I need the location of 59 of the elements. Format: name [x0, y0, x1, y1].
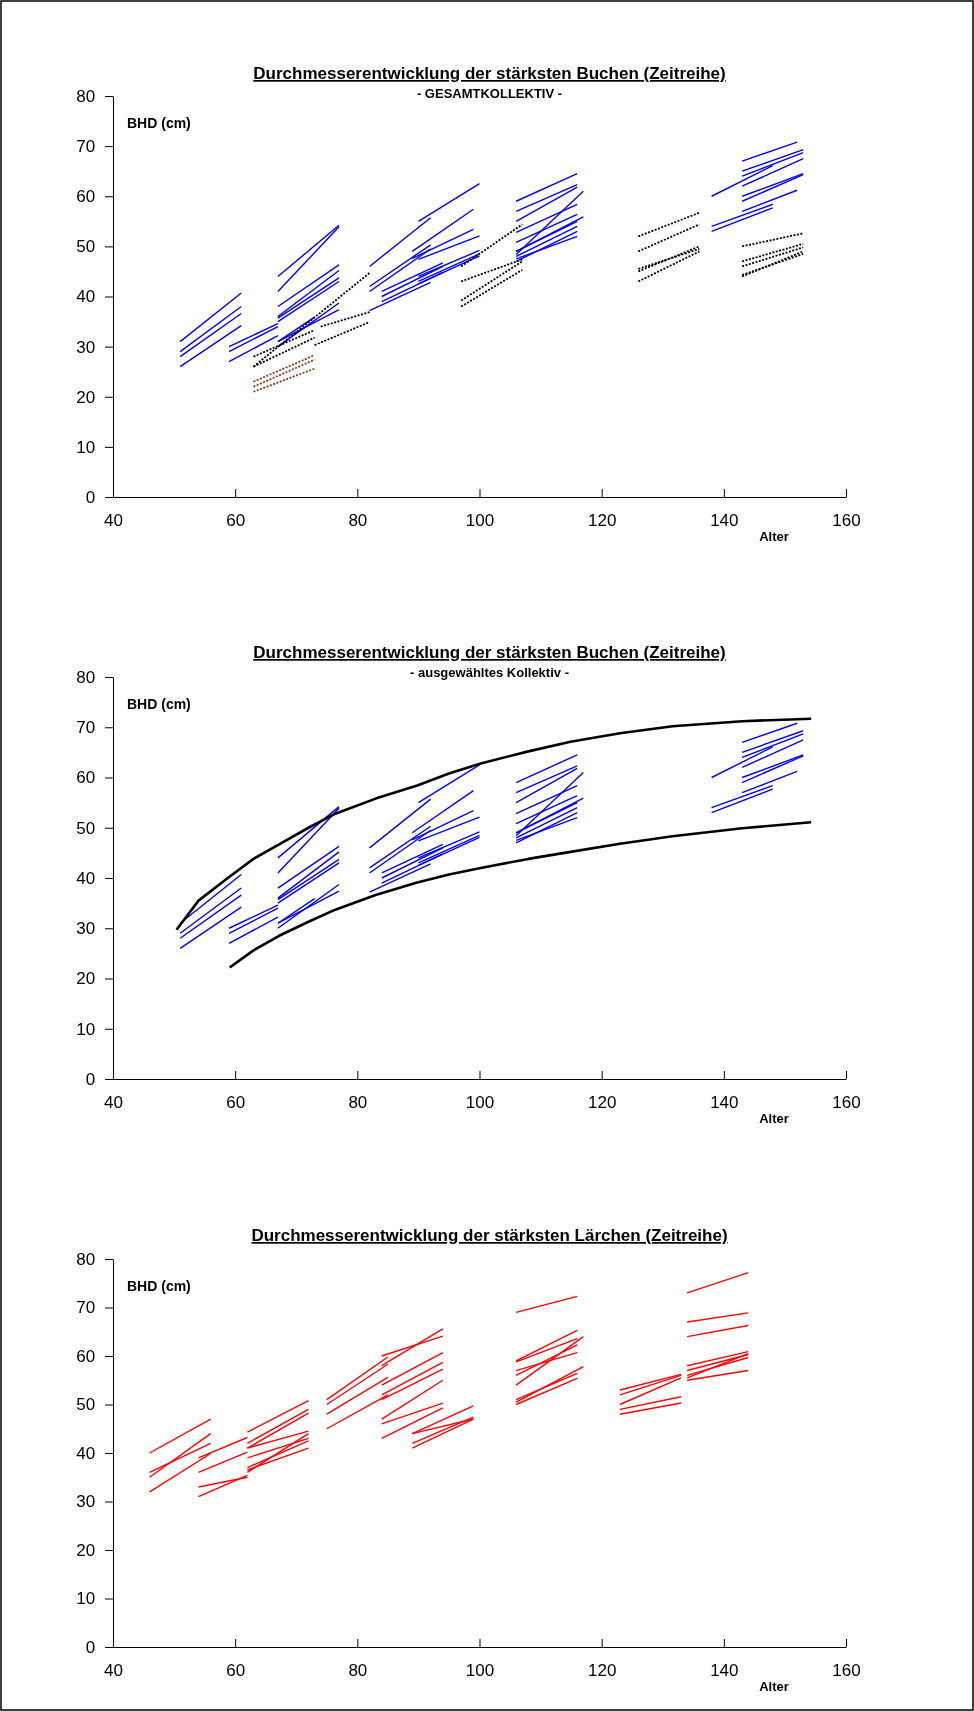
y-tick-label: 80: [76, 86, 96, 106]
chart-title: Durchmesserentwicklung der stärksten Buchen (Zeitreihe): [253, 64, 726, 83]
x-tick-label: 80: [348, 510, 368, 530]
chart-title: Durchmesserentwicklung der stärksten Buchen (Zeitreihe): [253, 643, 726, 662]
y-tick-label: 40: [76, 1443, 96, 1463]
y-tick-label: 50: [76, 1395, 96, 1415]
y-tick-label: 80: [76, 667, 96, 687]
y-axis-title: BHD (cm): [127, 696, 191, 712]
y-tick-label: 20: [76, 1540, 96, 1560]
y-tick-label: 10: [76, 1589, 96, 1609]
x-tick-label: 80: [348, 1092, 368, 1112]
x-tick-label: 120: [587, 510, 617, 530]
x-tick-label: 40: [104, 1092, 123, 1112]
x-tick-label: 60: [226, 1092, 246, 1112]
chart-title: Durchmesserentwicklung der stärksten Lärchen (Zeitreihe): [251, 1226, 728, 1245]
y-tick-label: 10: [76, 437, 96, 457]
x-axis-title: Alter: [759, 1679, 789, 1694]
y-tick-label: 70: [76, 1298, 96, 1318]
y-tick-label: 60: [76, 768, 96, 788]
y-tick-label: 0: [85, 1069, 96, 1089]
x-tick-label: 100: [465, 1660, 495, 1680]
x-tick-label: 140: [710, 1660, 739, 1680]
x-tick-label: 140: [710, 510, 739, 530]
y-tick-label: 60: [76, 187, 96, 207]
x-axis-title: Alter: [759, 529, 789, 544]
y-tick-label: 0: [85, 1637, 96, 1657]
x-tick-label: 60: [226, 510, 246, 530]
y-tick-label: 10: [76, 1019, 96, 1039]
y-tick-label: 70: [76, 137, 96, 157]
y-tick-label: 50: [76, 237, 96, 257]
y-tick-label: 50: [76, 818, 96, 838]
y-tick-label: 0: [85, 487, 96, 507]
y-tick-label: 20: [76, 387, 96, 407]
y-tick-label: 20: [76, 969, 96, 989]
x-tick-label: 160: [832, 1092, 861, 1112]
y-tick-label: 30: [76, 919, 96, 939]
x-tick-label: 60: [226, 1660, 246, 1680]
y-tick-label: 60: [76, 1346, 96, 1366]
y-tick-label: 70: [76, 718, 96, 738]
x-tick-label: 140: [710, 1092, 739, 1112]
x-tick-label: 100: [465, 1092, 495, 1112]
x-axis-title: Alter: [759, 1111, 789, 1126]
y-axis-title: BHD (cm): [127, 1278, 191, 1294]
x-tick-label: 100: [465, 510, 495, 530]
x-tick-label: 160: [832, 1660, 861, 1680]
x-tick-label: 120: [587, 1660, 617, 1680]
y-tick-label: 80: [76, 1249, 96, 1269]
y-axis-title: BHD (cm): [127, 115, 191, 131]
x-tick-label: 40: [104, 510, 123, 530]
y-tick-label: 40: [76, 868, 96, 888]
y-tick-label: 30: [76, 337, 96, 357]
x-tick-label: 160: [832, 510, 861, 530]
chart-subtitle: - GESAMTKOLLEKTIV -: [416, 86, 563, 101]
x-tick-label: 120: [587, 1092, 617, 1112]
y-tick-label: 30: [76, 1492, 96, 1512]
y-tick-label: 40: [76, 287, 96, 307]
chart-subtitle: - ausgewähltes Kollektiv -: [410, 665, 569, 680]
x-tick-label: 80: [348, 1660, 368, 1680]
x-tick-label: 40: [104, 1660, 123, 1680]
